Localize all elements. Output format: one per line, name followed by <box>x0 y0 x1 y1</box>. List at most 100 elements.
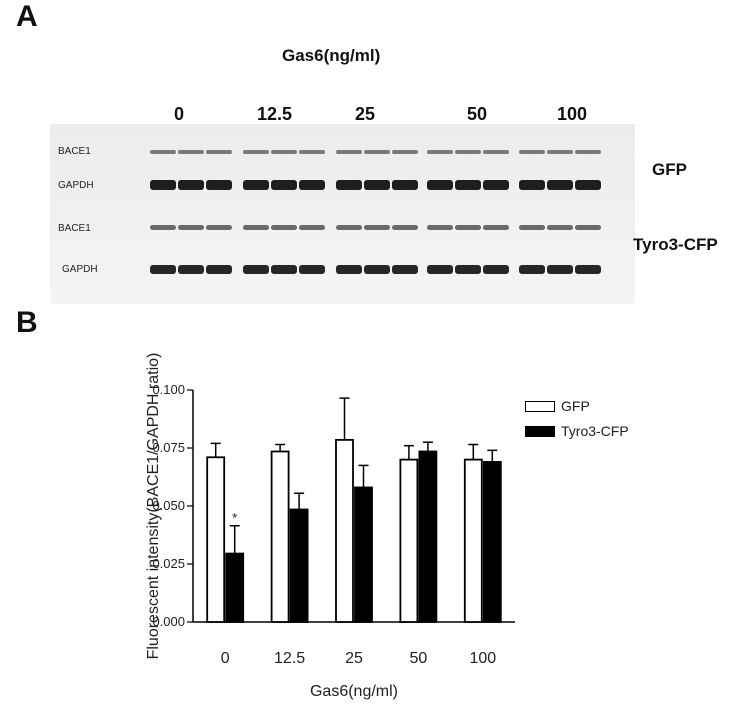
blot-row-label: BACE1 <box>58 146 91 157</box>
blot-band <box>206 265 232 274</box>
blot-band <box>336 225 362 230</box>
bar-gfp <box>206 456 226 623</box>
blot-band <box>299 225 325 230</box>
condition-label-tyro3-cfp: Tyro3-CFP <box>633 235 718 254</box>
blot-band <box>427 180 453 190</box>
blot-band <box>547 225 573 230</box>
blot-band <box>392 225 418 230</box>
blot-band <box>547 265 573 274</box>
panel-a-letter: A <box>16 0 38 33</box>
blot-band <box>336 150 362 154</box>
blot-band <box>455 150 481 154</box>
x-tick-label: 0 <box>221 650 230 667</box>
conc-label-100: 100 <box>557 104 588 124</box>
blot-band <box>364 265 390 274</box>
blot-band <box>150 225 176 230</box>
blot-band <box>299 150 325 154</box>
blot-band <box>392 180 418 190</box>
blot-band <box>336 265 362 274</box>
y-tick-label: 0.025 <box>152 556 185 571</box>
legend-item-tyro3-cfp: Tyro3-CFP <box>525 423 629 439</box>
bar-tyro3-cfp <box>354 486 373 623</box>
bar-gfp <box>399 458 419 623</box>
western-blot-image <box>50 124 635 304</box>
blot-band <box>178 265 204 274</box>
blot-band <box>178 150 204 154</box>
legend-item-gfp: GFP <box>525 398 590 414</box>
blot-band <box>575 150 601 154</box>
legend-swatch-gfp <box>525 400 555 412</box>
blot-band <box>483 150 509 154</box>
blot-band <box>243 265 269 274</box>
y-tick-label: 0.050 <box>152 498 185 513</box>
x-axis-title: Gas6(ng/ml) <box>310 683 398 700</box>
significance-marker: * <box>232 510 238 526</box>
blot-band <box>178 180 204 190</box>
blot-band <box>271 265 297 274</box>
blot-band <box>150 180 176 190</box>
x-tick-label: 100 <box>469 650 496 667</box>
condition-label-gfp: GFP <box>652 160 687 179</box>
legend-label-gfp: GFP <box>561 398 590 414</box>
bar-tyro3-cfp <box>289 508 309 623</box>
conc-label-50: 50 <box>467 104 488 124</box>
y-tick-label: 0.075 <box>152 440 185 455</box>
blot-band <box>299 265 325 274</box>
blot-band <box>455 265 481 274</box>
conc-label-0: 0 <box>174 104 185 124</box>
blot-band <box>483 180 509 190</box>
bar-gfp <box>463 458 483 623</box>
blot-band <box>519 265 545 274</box>
blot-band <box>519 180 545 190</box>
blot-band <box>575 265 601 274</box>
blot-band <box>243 225 269 230</box>
x-tick-label: 12.5 <box>274 650 305 667</box>
conc-label-12-5: 12.5 <box>257 104 293 124</box>
bar-tyro3-cfp <box>482 461 502 623</box>
blot-row-label: GAPDH <box>62 264 98 275</box>
blot-band <box>364 180 390 190</box>
blot-band <box>427 265 453 274</box>
blot-band <box>575 225 601 230</box>
legend-swatch-tyro3-cfp <box>525 425 555 437</box>
blot-band <box>455 180 481 190</box>
blot-band <box>206 180 232 190</box>
blot-band <box>427 225 453 230</box>
bar-gfp <box>335 438 354 623</box>
blot-band <box>271 180 297 190</box>
blot-band <box>547 150 573 154</box>
blot-band <box>519 150 545 154</box>
conc-label-25: 25 <box>355 104 376 124</box>
blot-band <box>547 180 573 190</box>
x-tick-label: 50 <box>410 650 428 667</box>
blot-band <box>150 150 176 154</box>
blot-band <box>392 265 418 274</box>
bar-tyro3-cfp <box>225 552 245 623</box>
bar-tyro3-cfp <box>418 450 438 623</box>
blot-band <box>243 180 269 190</box>
panel-b-letter: B <box>16 306 38 339</box>
blot-band <box>336 180 362 190</box>
x-tick-label: 25 <box>345 650 363 667</box>
blot-band <box>575 180 601 190</box>
blot-band <box>271 225 297 230</box>
blot-band <box>206 150 232 154</box>
bar-gfp <box>270 450 290 623</box>
y-tick-label: 0.000 <box>152 614 185 629</box>
blot-band <box>243 150 269 154</box>
blot-band <box>178 225 204 230</box>
blot-row-label: BACE1 <box>58 223 91 234</box>
y-axis-title: Fluorescent intensity(BACE1/GAPDH ratio) <box>145 353 162 660</box>
blot-title: Gas6(ng/ml) <box>282 46 381 65</box>
y-tick-label: 0.100 <box>152 382 185 397</box>
blot-band <box>364 225 390 230</box>
blot-band <box>483 225 509 230</box>
legend-label-tyro3-cfp: Tyro3-CFP <box>561 423 629 439</box>
blot-band <box>455 225 481 230</box>
blot-band <box>206 225 232 230</box>
blot-band <box>392 150 418 154</box>
blot-band <box>299 180 325 190</box>
blot-band <box>150 265 176 274</box>
blot-row-label: GAPDH <box>58 180 94 191</box>
